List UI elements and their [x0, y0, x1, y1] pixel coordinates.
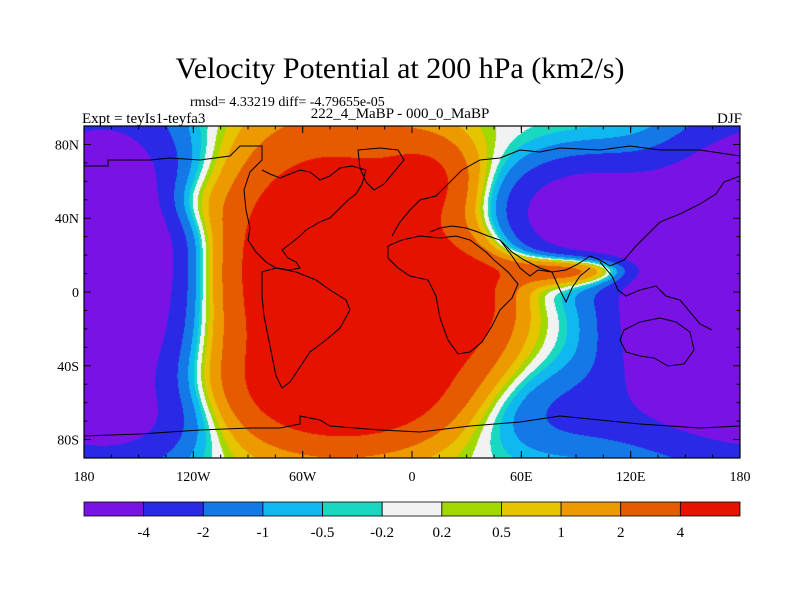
colorbar-swatch [679, 501, 741, 517]
chart-title: Velocity Potential at 200 hPa (km2/s) [175, 52, 625, 85]
africa-coast [387, 235, 519, 355]
x-tick-label: 180 [730, 470, 751, 485]
colorbar-swatch [441, 501, 502, 517]
rmsd-diff-label: rmsd= 4.33219 diff= -4.79655e-05 [190, 95, 385, 110]
colorbar-swatch [202, 501, 264, 517]
velocity-potential-raster [84, 126, 740, 458]
colorbar-label: 4 [677, 525, 685, 541]
colorbar-swatch [381, 501, 443, 517]
x-tick-label: 120E [616, 470, 646, 485]
x-tick-label: 60W [289, 470, 317, 485]
colorbar-label: -2 [197, 525, 210, 541]
eurasia-coast [391, 145, 740, 273]
north-america-coast [84, 145, 367, 271]
greenland-coast [357, 147, 405, 191]
y-tick-label: 0 [72, 286, 79, 301]
colorbar-label: 1 [557, 525, 565, 541]
season-label: DJF [716, 111, 742, 127]
antarctica-coast [84, 415, 740, 437]
colorbar-swatch [501, 501, 562, 517]
contour-fill-field [84, 126, 740, 458]
colorbar: -4 -2 -1 -0.5 -0.2 0.2 0.5 1 2 4 [83, 501, 741, 541]
colorbar-label: 0.5 [492, 525, 511, 541]
y-tick-label: 80N [55, 138, 79, 153]
y-tick-label: 80S [57, 434, 79, 449]
colorbar-swatch [560, 501, 622, 517]
colorbar-label: -1 [257, 525, 270, 541]
x-tick-label: 180 [74, 470, 95, 485]
arabia-india-coast [499, 239, 591, 304]
south-america-coast [261, 267, 351, 389]
longitude-axis: 180 120W 60W 0 60E 120E 180 [74, 126, 751, 485]
southeast-asia-coast [599, 261, 713, 331]
colorbar-label: -4 [137, 525, 150, 541]
colorbar-swatch [620, 501, 681, 517]
colorbar-swatch [322, 501, 383, 517]
colorbar-label: 2 [617, 525, 625, 541]
australia-coast [619, 317, 695, 367]
experiment-label: Expt = teyIs1-teyfa3 [82, 111, 206, 127]
x-tick-label: 0 [409, 470, 416, 485]
x-tick-label: 60E [510, 470, 533, 485]
colorbar-label: 0.2 [432, 525, 451, 541]
y-tick-label: 40N [55, 212, 79, 227]
colorbar-label: -0.2 [370, 525, 394, 541]
colorbar-swatch [83, 501, 145, 517]
latitude-axis: 80N 40N 0 40S 80S [55, 138, 740, 449]
x-tick-label: 120W [176, 470, 211, 485]
period-label: 222_4_MaBP - 000_0_MaBP [310, 106, 490, 122]
colorbar-swatch [262, 501, 323, 517]
colorbar-swatch [143, 501, 204, 517]
colorbar-label: -0.5 [311, 525, 335, 541]
coastline-outlines [84, 145, 740, 437]
y-tick-label: 40S [57, 360, 79, 375]
